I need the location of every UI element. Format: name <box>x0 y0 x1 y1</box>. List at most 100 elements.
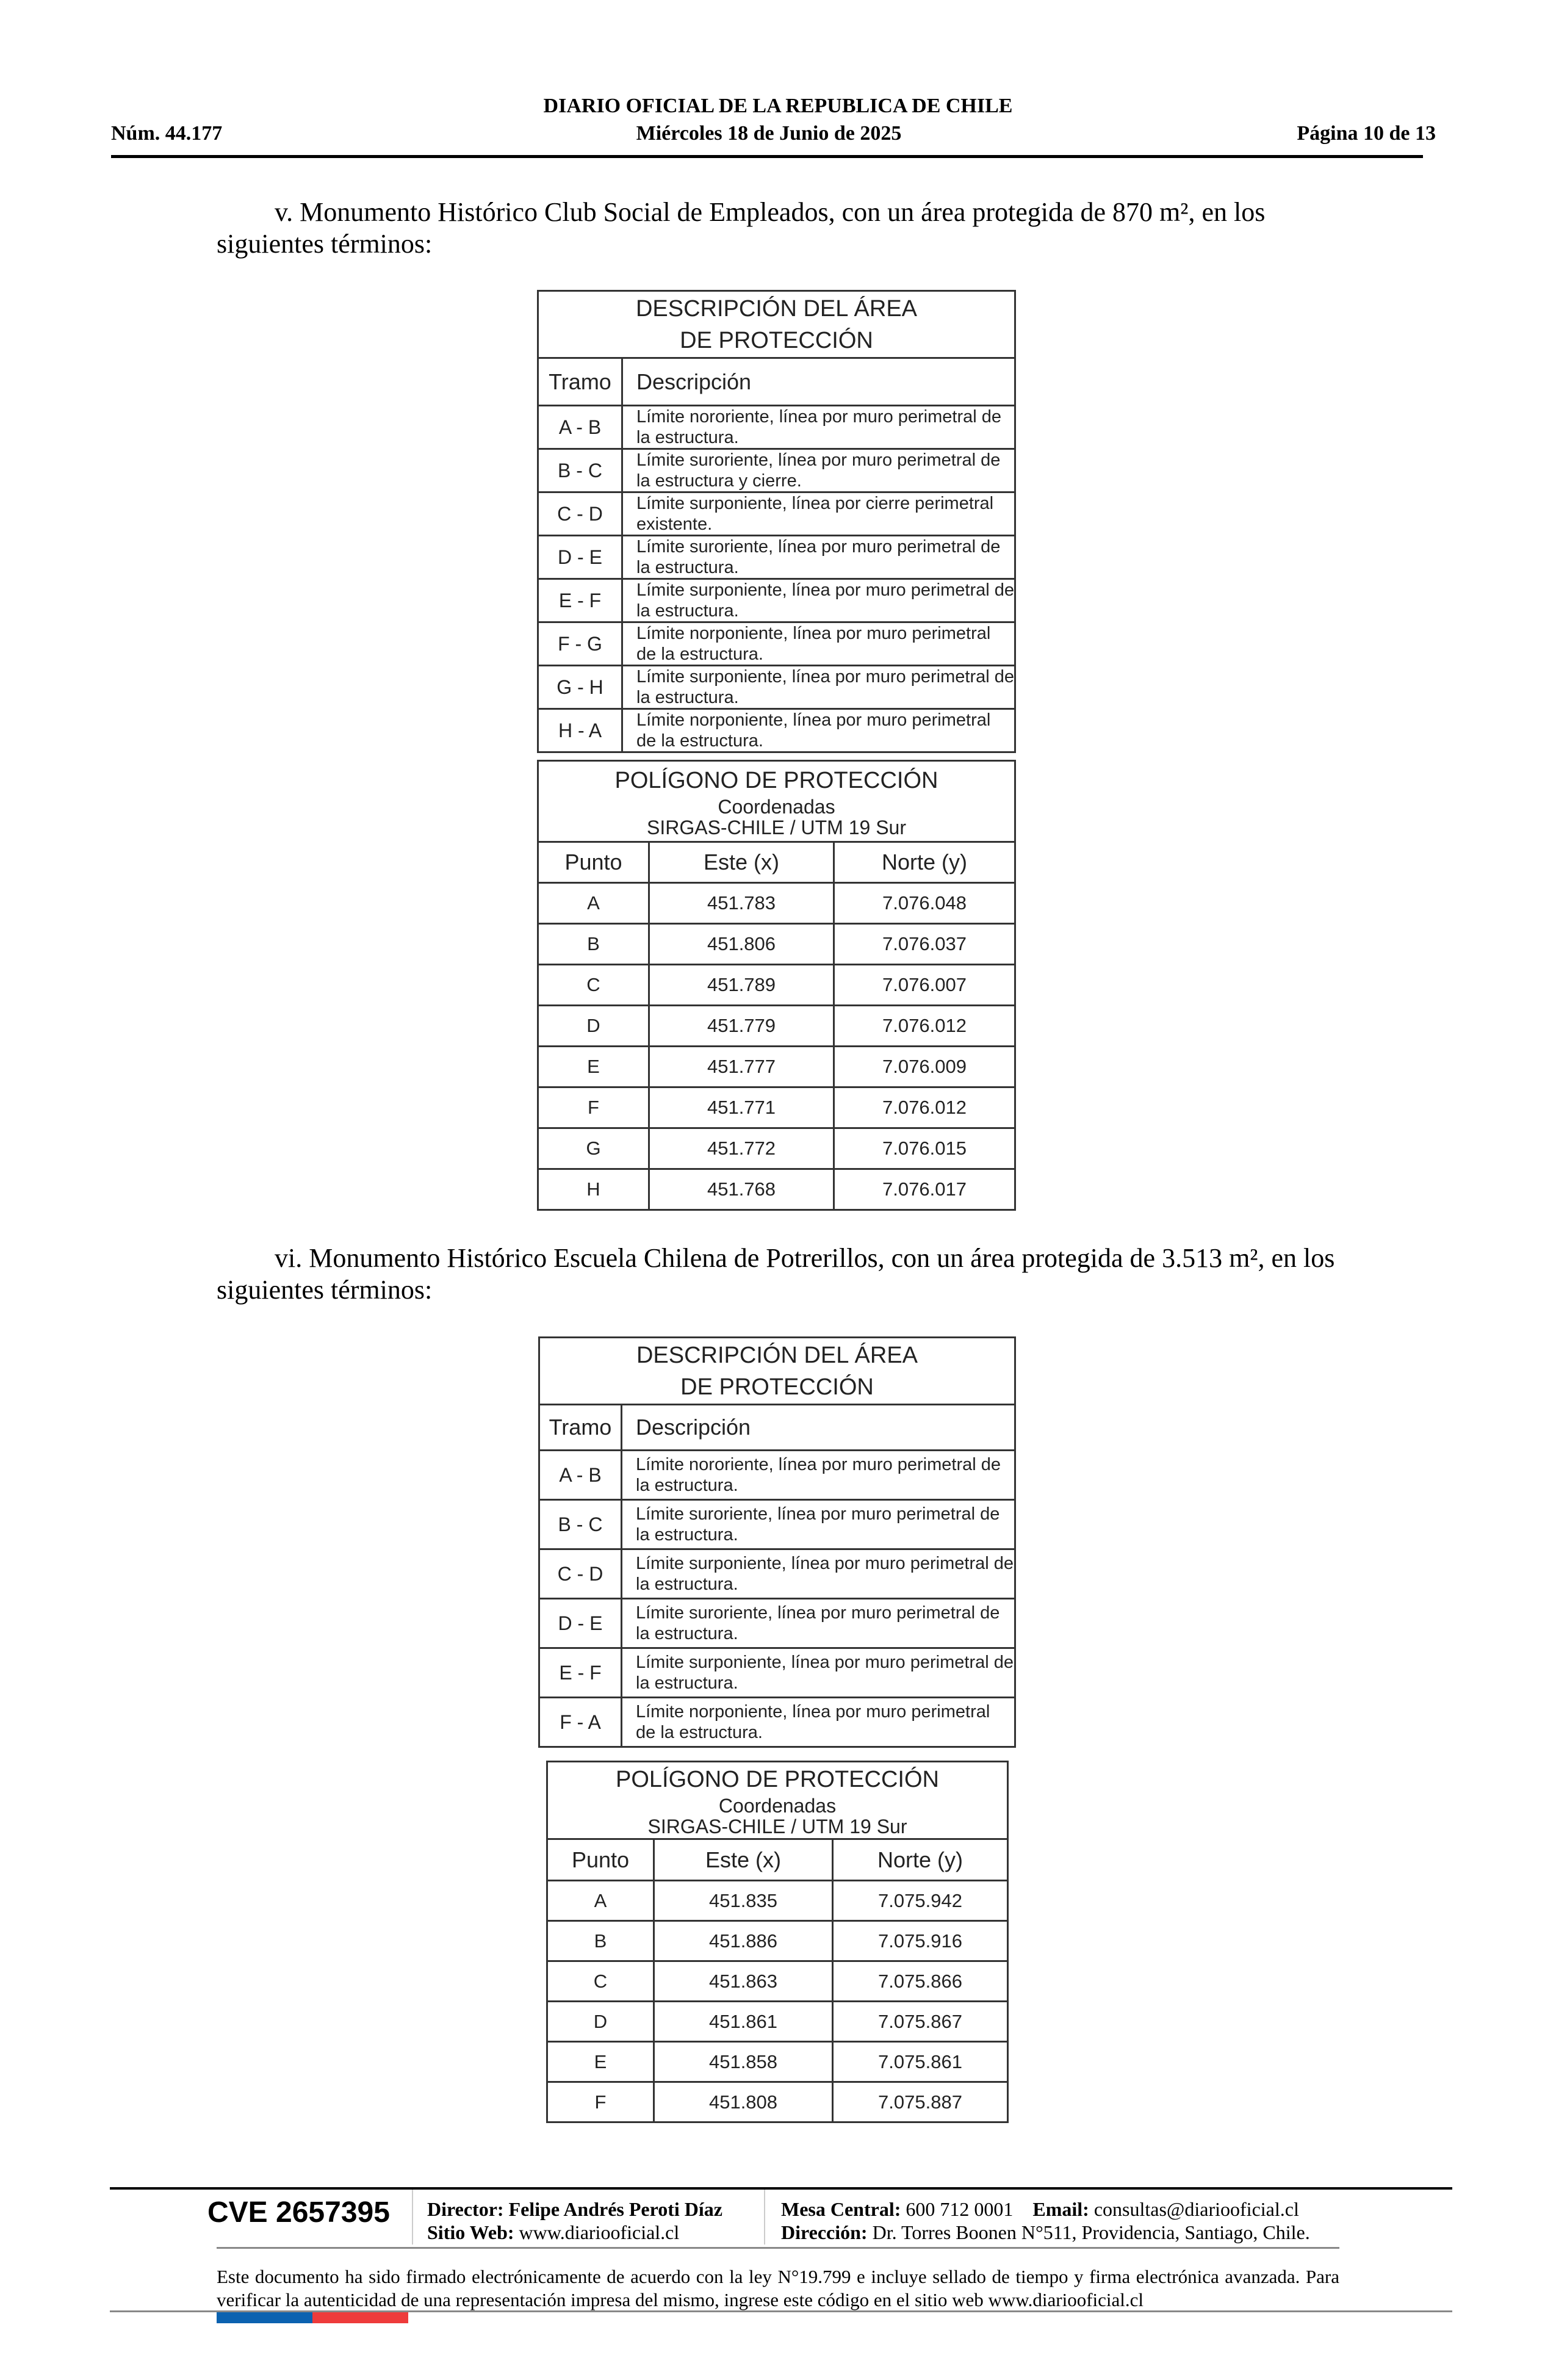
norte-cell: 7.075.942 <box>832 1880 1009 1922</box>
tramo-cell: G - H <box>537 665 623 710</box>
punto-cell: G <box>537 1127 650 1170</box>
tramo-cell: A - B <box>538 1449 622 1501</box>
description-cell: Límite surponiente, línea por muro perim… <box>621 578 1016 623</box>
norte-cell: 7.075.916 <box>832 1920 1009 1962</box>
footer-bottom-rule <box>110 2310 1452 2312</box>
table-row: H - A Límite norponiente, línea por muro … <box>537 708 1016 753</box>
punto-cell: F <box>537 1086 650 1129</box>
col-punto: Punto <box>546 1838 655 1881</box>
norte-cell: 7.076.015 <box>833 1127 1016 1170</box>
tramo-cell: D - E <box>537 535 623 580</box>
este-cell: 451.835 <box>653 1880 834 1922</box>
table-title: DESCRIPCIÓN DEL ÁREA DE PROTECCIÓN <box>537 290 1016 359</box>
col-norte: Norte (y) <box>833 841 1016 884</box>
norte-cell: 7.075.861 <box>832 2041 1009 2083</box>
newspaper-title: DIARIO OFICIAL DE LA REPUBLICA DE CHILE <box>543 95 1013 117</box>
description-cell: Límite suroriente, línea por muro perime… <box>621 1499 1016 1550</box>
este-cell: 451.789 <box>648 964 835 1006</box>
punto-cell: B <box>546 1920 655 1962</box>
description-cell: Límite suroriente, línea por muro perime… <box>621 535 1016 580</box>
table-title: POLÍGONO DE PROTECCIÓN Coordenadas SIRGAS-… <box>537 760 1016 843</box>
table-row: F 451.808 7.075.887 <box>546 2081 1009 2123</box>
table-row: G 451.772 7.076.015 <box>537 1127 1016 1170</box>
issue-date: Miércoles 18 de Junio de 2025 <box>636 122 902 145</box>
table-title: DESCRIPCIÓN DEL ÁREA DE PROTECCIÓN <box>538 1336 1016 1405</box>
description-cell: Límite surponiente, línea por muro perim… <box>621 1548 1016 1599</box>
issue-number: Núm. 44.177 <box>111 122 223 145</box>
norte-cell: 7.075.887 <box>832 2081 1009 2123</box>
punto-cell: C <box>546 1960 655 2002</box>
tramo-cell: C - D <box>537 491 623 536</box>
norte-cell: 7.075.866 <box>832 1960 1009 2002</box>
table-row: B 451.806 7.076.037 <box>537 923 1016 965</box>
table-row: B 451.886 7.075.916 <box>546 1920 1009 1962</box>
tramo-cell: B - C <box>537 448 623 493</box>
table-row: B - C Límite suroriente, línea por muro p… <box>537 448 1016 493</box>
table-row: E - F Límite surponiente, línea por muro … <box>538 1647 1016 1698</box>
este-cell: 451.777 <box>648 1045 835 1088</box>
flag-bar-red <box>312 2312 408 2323</box>
norte-cell: 7.076.012 <box>833 1086 1016 1129</box>
section-vi-coordinates-table: POLÍGONO DE PROTECCIÓN Coordenadas SIRGAS-… <box>546 1761 1009 2123</box>
description-cell: Límite suroriente, línea por muro perime… <box>621 448 1016 493</box>
footer-divider <box>764 2190 765 2245</box>
norte-cell: 7.076.017 <box>833 1168 1016 1211</box>
footer-divider <box>412 2190 413 2245</box>
este-cell: 451.861 <box>653 2000 834 2043</box>
norte-cell: 7.076.007 <box>833 964 1016 1006</box>
table-row: C - D Límite surponiente, línea por cierr… <box>537 491 1016 536</box>
col-tramo: Tramo <box>537 357 623 406</box>
flag-bar-blue <box>217 2312 312 2323</box>
tramo-cell: D - E <box>538 1598 622 1649</box>
punto-cell: A <box>537 882 650 925</box>
este-cell: 451.779 <box>648 1004 835 1047</box>
table-row: G - H Límite surponiente, línea por muro … <box>537 665 1016 710</box>
este-cell: 451.886 <box>653 1920 834 1962</box>
footer-director: Director: Felipe Andrés Peroti Díaz <box>427 2198 722 2220</box>
table-row: F - G Límite norponiente, línea por muro … <box>537 621 1016 666</box>
norte-cell: 7.075.867 <box>832 2000 1009 2043</box>
punto-cell: A <box>546 1880 655 1922</box>
tramo-cell: F - G <box>537 621 623 666</box>
punto-cell: C <box>537 964 650 1006</box>
cve-code: CVE 2657395 <box>207 2196 390 2229</box>
este-cell: 451.863 <box>653 1960 834 2002</box>
punto-cell: E <box>537 1045 650 1088</box>
este-cell: 451.783 <box>648 882 835 925</box>
col-descripcion: Descripción <box>621 357 1016 406</box>
punto-cell: F <box>546 2081 655 2123</box>
norte-cell: 7.076.012 <box>833 1004 1016 1047</box>
este-cell: 451.768 <box>648 1168 835 1211</box>
este-cell: 451.771 <box>648 1086 835 1129</box>
description-cell: Límite surponiente, línea por muro perim… <box>621 665 1016 710</box>
table-row: F - A Límite norponiente, línea por muro … <box>538 1697 1016 1748</box>
col-punto: Punto <box>537 841 650 884</box>
table-row: E 451.858 7.075.861 <box>546 2041 1009 2083</box>
table-row: C 451.789 7.076.007 <box>537 964 1016 1006</box>
este-cell: 451.858 <box>653 2041 834 2083</box>
description-cell: Límite nororiente, línea por muro perime… <box>621 1449 1016 1501</box>
footer-mid-rule <box>217 2247 1339 2249</box>
table-row: D 451.779 7.076.012 <box>537 1004 1016 1047</box>
table-row: C 451.863 7.075.866 <box>546 1960 1009 2002</box>
description-cell: Límite norponiente, línea por muro perim… <box>621 1697 1016 1748</box>
table-row: E 451.777 7.076.009 <box>537 1045 1016 1088</box>
tramo-cell: B - C <box>538 1499 622 1550</box>
tramo-cell: E - F <box>538 1647 622 1698</box>
description-cell: Límite suroriente, línea por muro perime… <box>621 1598 1016 1649</box>
table-row: A 451.835 7.075.942 <box>546 1880 1009 1922</box>
este-cell: 451.806 <box>648 923 835 965</box>
table-title: POLÍGONO DE PROTECCIÓN Coordenadas SIRGAS-… <box>546 1761 1009 1840</box>
section-v-description-table: DESCRIPCIÓN DEL ÁREA DE PROTECCIÓN Tramo D… <box>537 290 1016 753</box>
section-v-coordinates-table: POLÍGONO DE PROTECCIÓN Coordenadas SIRGAS-… <box>537 760 1016 1211</box>
tramo-cell: C - D <box>538 1548 622 1599</box>
footer-website: Sitio Web: www.diariooficial.cl <box>427 2221 680 2243</box>
tramo-cell: E - F <box>537 578 623 623</box>
col-descripcion: Descripción <box>621 1404 1016 1451</box>
section-vi-text: vi. Monumento Histórico Escuela Chilena … <box>217 1243 1335 1305</box>
tramo-cell: A - B <box>537 405 623 450</box>
este-cell: 451.772 <box>648 1127 835 1170</box>
norte-cell: 7.076.009 <box>833 1045 1016 1088</box>
punto-cell: B <box>537 923 650 965</box>
table-row: A - B Límite nororiente, línea por muro p… <box>538 1449 1016 1501</box>
